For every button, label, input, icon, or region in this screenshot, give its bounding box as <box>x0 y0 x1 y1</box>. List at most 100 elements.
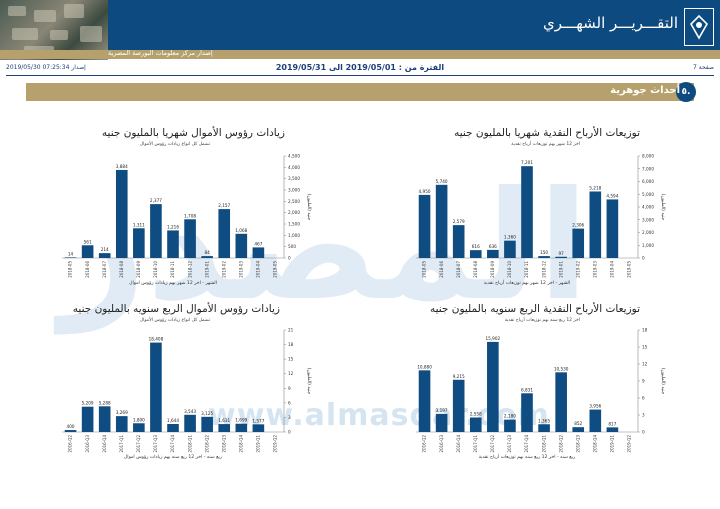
x-tick-label: 2019-Q2 <box>273 435 278 453</box>
bar <box>201 256 213 258</box>
chart-title-dividends-monthly: توزيعات الأرباح النقدية شهريا بالمليون ج… <box>454 127 640 139</box>
bar-value-label: 150 <box>540 250 548 255</box>
publisher-subtitle: إصدار مركز معلومات البورصة المصرية <box>108 49 213 57</box>
bar-value-label: 3,269 <box>116 410 128 415</box>
bar <box>572 427 585 432</box>
y-tick-label: 0 <box>642 256 645 261</box>
y-tick-label: 18 <box>642 328 648 333</box>
x-tick-label: 2018-Q4 <box>239 435 244 453</box>
y-tick-label: 3,500 <box>288 176 300 181</box>
bar <box>115 416 128 432</box>
y-tick-label: 1,000 <box>642 243 654 248</box>
bar-value-label: 1,644 <box>167 418 179 423</box>
bar-value-label: 1,577 <box>252 418 264 423</box>
y-tick-label: 15 <box>642 345 648 350</box>
x-tick-label: 2017-Q2 <box>490 435 495 453</box>
chart-capital-monthly: 0 500 1,000 1,500 2,000 2,500 3,000 3,500 4,000 4… <box>62 154 312 286</box>
x-tick-label: 2019-02 <box>575 261 580 278</box>
bar-value-label: 4,594 <box>606 193 618 198</box>
chart-subtitle-dividends-quarterly: اخر 12 ربع سنه بهم توزيعات أرباح نقدية <box>504 318 580 323</box>
chart-title-dividends-quarterly: توزيعات الأرباح النقدية الربع سنويه بالم… <box>429 303 640 315</box>
report-period: الفترة من : 2019/05/01 الى 2019/05/31 <box>275 63 445 72</box>
section-banner <box>26 83 694 101</box>
bar-value-label: 10,880 <box>417 364 432 369</box>
x-tick-label: 2016-Q4 <box>102 435 107 453</box>
bar <box>555 372 567 432</box>
y-tick-label: 6 <box>642 396 645 401</box>
x-tick-label: 2019-Q1 <box>256 435 261 453</box>
bar-value-label: 561 <box>84 239 92 244</box>
bar <box>452 379 465 432</box>
y-axis-label: جنيه (المليون) <box>306 194 312 221</box>
bar-value-label: 1,699 <box>235 418 247 423</box>
bar-value-label: 1,708 <box>184 213 196 218</box>
y-tick-label: 9 <box>642 379 645 384</box>
bar-value-label: 3,543 <box>184 409 196 414</box>
bar <box>98 406 111 432</box>
x-tick-label: 2019-01 <box>558 261 563 278</box>
bar <box>184 219 196 258</box>
x-tick-label: 2018-05 <box>422 261 427 278</box>
bar-value-label: 467 <box>254 241 262 246</box>
bar-value-label: 3,125 <box>201 411 213 416</box>
bar-value-label: 2,558 <box>470 412 482 417</box>
y-tick-label: 4,000 <box>288 165 300 170</box>
bar-value-label: 1,216 <box>167 224 179 229</box>
info-row: 2019/05/30 07:25:34 إصدار الفترة من : 20… <box>0 61 720 75</box>
bar <box>435 413 448 432</box>
y-tick-label: 3 <box>288 415 291 420</box>
bar-value-label: 5,740 <box>436 179 448 184</box>
y-tick-label: 2,500 <box>288 199 300 204</box>
x-tick-label: 2018-07 <box>102 261 107 278</box>
bar-value-label: 84 <box>204 250 210 255</box>
y-tick-label: 9 <box>288 386 291 391</box>
bar <box>521 166 533 258</box>
bar-value-label: 3,956 <box>589 404 601 409</box>
x-tick-label: 2018-Q1 <box>187 435 192 453</box>
y-axis-label: جنيه (المليون) <box>660 368 666 395</box>
x-tick-label: 2018-09 <box>490 261 495 278</box>
bar <box>201 416 213 432</box>
bar-value-label: 5,288 <box>99 400 111 405</box>
bar <box>469 250 482 258</box>
x-tick-label: 2017-Q4 <box>170 435 175 453</box>
bar <box>235 423 248 432</box>
bar-value-label: 15,902 <box>486 336 501 341</box>
bar <box>521 393 533 432</box>
x-tick-label: 2016-Q3 <box>439 435 444 453</box>
y-tick-label: 18 <box>288 342 294 347</box>
chart-dividends-quarterly: 0 3 6 9 12 15 18 جنيه (المليون) 10,880 2016-Q2 3,1… <box>416 328 666 460</box>
bar <box>555 256 567 258</box>
bar <box>504 240 516 258</box>
x-tick-label: 2018-Q2 <box>558 435 563 453</box>
section-title: أحداث جوهرية <box>610 85 680 96</box>
y-tick-label: 3,000 <box>642 217 654 222</box>
x-tick-label: 2017-Q3 <box>507 435 512 453</box>
x-axis-label: ربع سنه - اخر 12 ربع سنه بهم زيادات رؤوس… <box>124 454 222 460</box>
bar-value-label: 2,579 <box>453 219 465 224</box>
bar-value-label: 1,365 <box>538 418 550 423</box>
x-tick-label: 2019-Q2 <box>627 435 632 453</box>
issue-datetime: 2019/05/30 07:25:34 إصدار <box>6 64 86 71</box>
bar-value-label: 5,218 <box>589 185 601 190</box>
x-tick-label: 2019-04 <box>256 261 261 278</box>
y-tick-label: 2,000 <box>288 210 300 215</box>
bar-value-label: 636 <box>489 244 497 249</box>
x-tick-label: 2017-Q2 <box>136 435 141 453</box>
x-tick-label: 2019-05 <box>627 261 632 278</box>
chart-dividends-monthly: 0 1,000 2,000 3,000 4,000 5,000 6,000 7,000 8,00… <box>416 154 666 286</box>
y-tick-label: 6,000 <box>642 179 654 184</box>
bar <box>133 423 145 432</box>
x-tick-label: 2018-11 <box>524 261 529 278</box>
bar-value-label: 1,631 <box>218 418 230 423</box>
bar <box>167 230 179 258</box>
y-axis-label: جنيه (المليون) <box>660 194 666 221</box>
x-tick-label: 2017-Q1 <box>119 435 124 453</box>
x-tick-label: 2018-12 <box>541 261 546 278</box>
x-tick-label: 2019-05 <box>273 261 278 278</box>
bar <box>487 341 499 432</box>
bar <box>487 249 499 258</box>
bar-value-label: 9,215 <box>453 374 465 379</box>
x-tick-label: 2018-06 <box>85 261 90 278</box>
bar <box>252 424 265 432</box>
